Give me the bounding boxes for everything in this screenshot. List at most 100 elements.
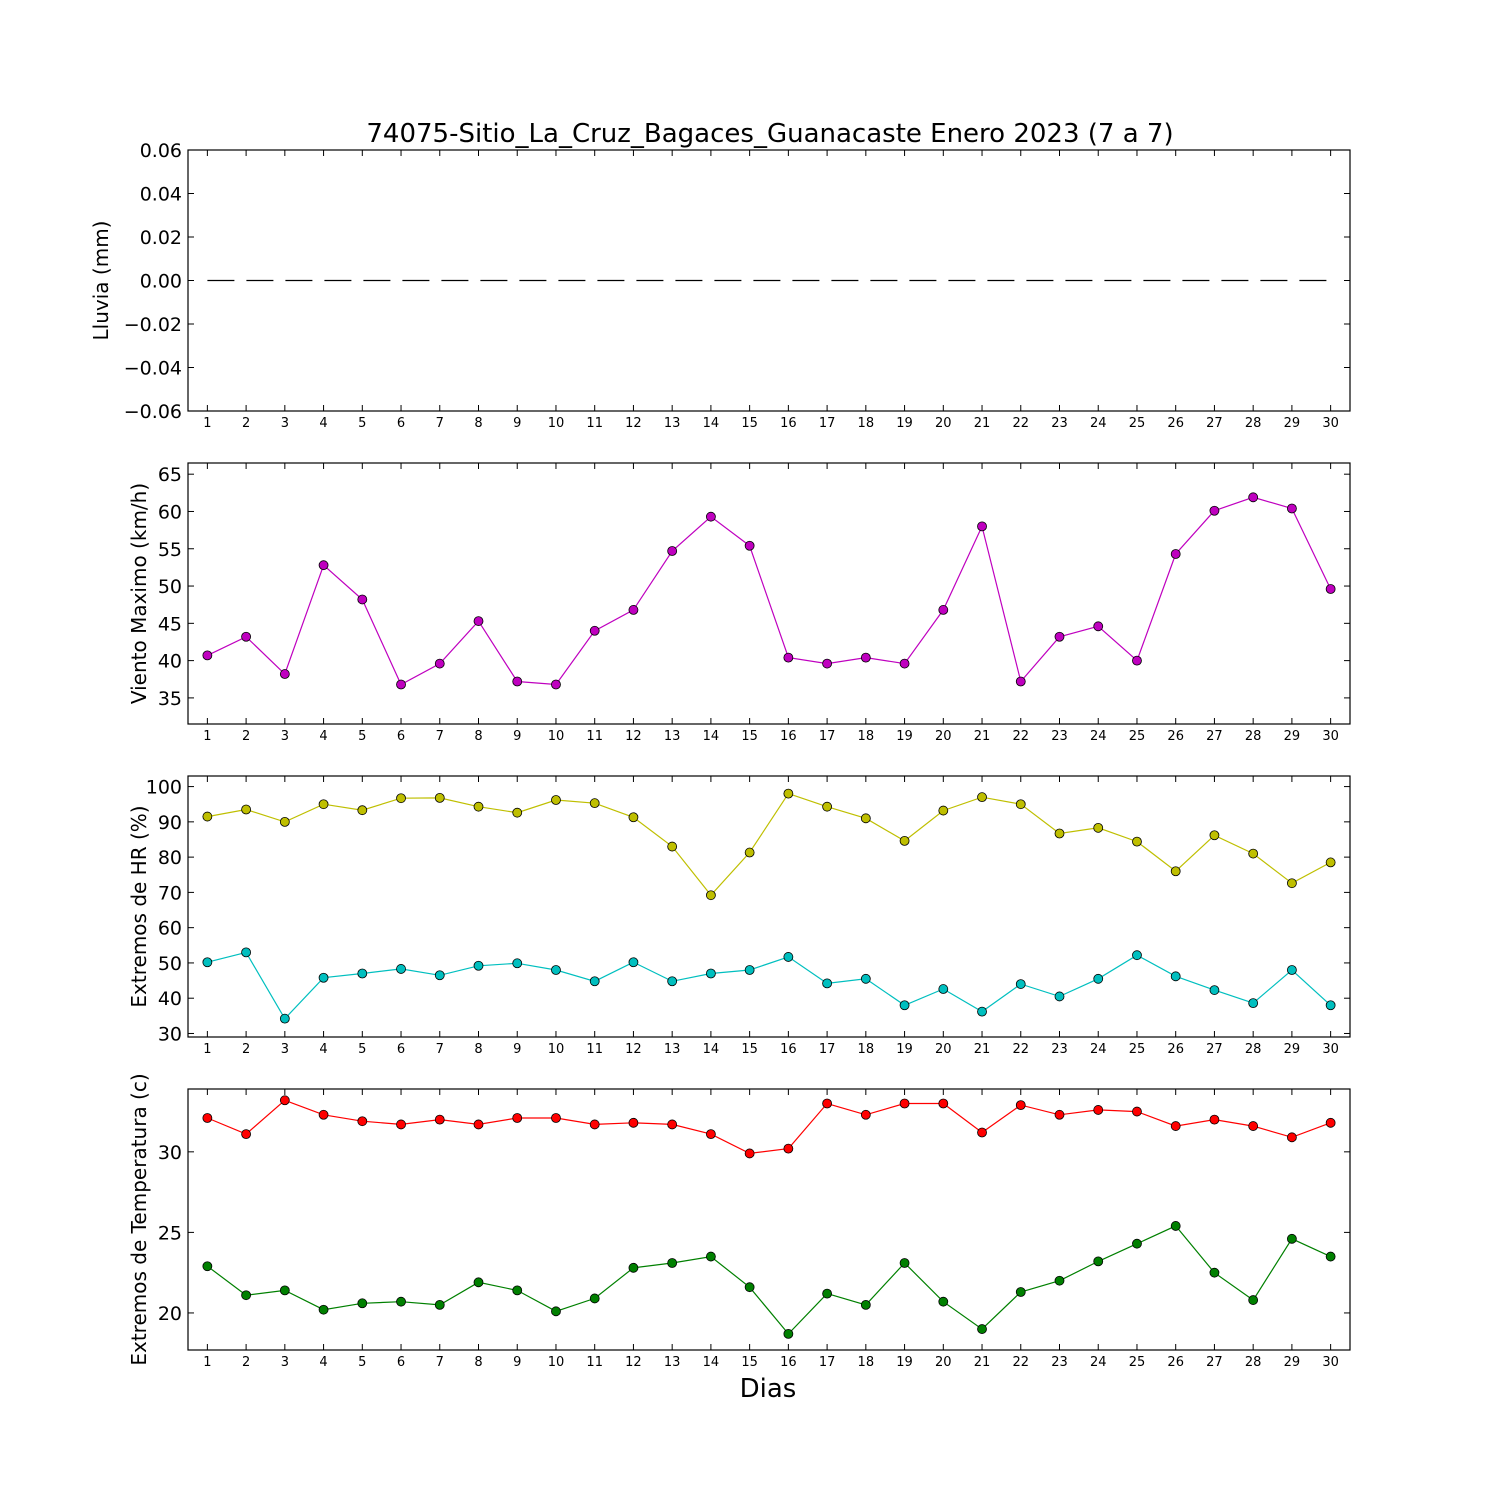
- x-tick-label: 1: [203, 729, 211, 744]
- data-point: [1093, 1256, 1104, 1267]
- data-point: [783, 652, 794, 663]
- x-tick-label: 9: [513, 1355, 521, 1370]
- y-axis-label: Lluvia (mm): [89, 221, 113, 341]
- x-tick-label: 19: [896, 1355, 913, 1370]
- data-point: [1287, 1233, 1297, 1244]
- x-tick-label: 7: [436, 416, 444, 431]
- x-tick-label: 25: [1129, 416, 1146, 431]
- data-point: [977, 1127, 987, 1138]
- x-tick-label: 10: [548, 729, 565, 744]
- data-point: [706, 890, 716, 901]
- x-tick-label: 6: [397, 416, 405, 431]
- y-axis-label: Extremos de Temperatura (c): [127, 1073, 151, 1365]
- y-tick-label: 0.04: [140, 184, 182, 206]
- x-tick-label: 10: [548, 416, 565, 431]
- data-point: [357, 1298, 368, 1309]
- data-point: [1325, 1117, 1336, 1128]
- x-tick-label: 18: [858, 416, 875, 431]
- data-point: [1248, 492, 1259, 503]
- data-point: [318, 799, 329, 810]
- data-point: [396, 964, 406, 974]
- data-point: [1132, 836, 1142, 847]
- x-tick-label: 2: [242, 1355, 250, 1370]
- data-point: [667, 1258, 678, 1268]
- data-point: [551, 1306, 561, 1317]
- data-point: [1209, 830, 1220, 841]
- data-point: [473, 616, 484, 626]
- data-point: [1054, 991, 1065, 1002]
- x-tick-label: 22: [1012, 1042, 1029, 1057]
- data-point: [434, 1299, 445, 1310]
- data-point: [977, 792, 987, 803]
- x-tick-label: 28: [1245, 416, 1262, 431]
- x-tick-label: 20: [935, 1355, 952, 1370]
- x-tick-label: 17: [819, 1355, 836, 1370]
- data-point: [589, 1293, 600, 1304]
- x-tick-label: 16: [780, 1042, 797, 1057]
- data-point: [1054, 631, 1065, 642]
- x-tick-label: 4: [319, 1042, 327, 1057]
- x-tick-label: 28: [1245, 729, 1262, 744]
- data-point: [1054, 1109, 1065, 1120]
- x-tick-label: 25: [1129, 1042, 1146, 1057]
- data-point: [783, 1328, 794, 1339]
- data-point: [202, 1261, 213, 1272]
- y-tick-label: −0.06: [124, 401, 182, 423]
- data-point: [1170, 866, 1181, 877]
- data-point: [667, 976, 678, 987]
- y-tick-label: 20: [158, 1303, 182, 1325]
- data-point: [1170, 1121, 1181, 1131]
- data-point: [783, 1143, 794, 1154]
- y-tick-label: 45: [158, 613, 182, 635]
- x-tick-label: 21: [974, 416, 991, 431]
- data-point: [1015, 979, 1026, 989]
- data-point: [279, 669, 290, 679]
- data-point: [279, 816, 290, 827]
- x-tick-label: 18: [858, 1042, 875, 1057]
- x-tick-label: 6: [397, 1355, 405, 1370]
- x-tick-label: 26: [1167, 1042, 1184, 1057]
- x-tick-label: 24: [1090, 1355, 1107, 1370]
- data-point: [938, 1098, 949, 1109]
- data-point: [783, 952, 794, 962]
- data-point: [822, 801, 832, 812]
- data-point: [434, 792, 445, 803]
- x-tick-label: 23: [1051, 416, 1068, 431]
- data-point: [1325, 1000, 1336, 1011]
- data-point: [551, 1113, 561, 1123]
- x-tick-label: 3: [281, 416, 289, 431]
- data-point: [202, 650, 213, 661]
- data-point: [822, 1098, 832, 1109]
- x-tick-label: 11: [586, 1355, 603, 1370]
- data-point: [1093, 973, 1104, 984]
- x-tick-label: 27: [1206, 416, 1223, 431]
- data-point: [1248, 848, 1259, 859]
- x-tick-label: 25: [1129, 1355, 1146, 1370]
- chart-panels: 0.060.040.020.00−0.02−0.04−0.061 2 3 4 5 6 7 8 9…: [89, 140, 1351, 1370]
- data-point: [1325, 857, 1336, 868]
- x-tick-label: 18: [858, 1355, 875, 1370]
- data-point: [899, 1000, 910, 1011]
- x-tick-label: 17: [819, 1042, 836, 1057]
- y-tick-label: 90: [158, 812, 182, 834]
- x-tick-label: 27: [1206, 729, 1223, 744]
- x-tick-label: 23: [1051, 729, 1068, 744]
- y-tick-label: 80: [158, 847, 182, 869]
- series-line-2: [207, 951, 1332, 1020]
- data-point: [279, 1095, 290, 1106]
- x-tick-label: 2: [242, 416, 250, 431]
- data-point: [744, 847, 755, 858]
- data-point: [938, 605, 949, 615]
- data-point: [279, 1013, 290, 1024]
- x-tick-label: 29: [1284, 729, 1301, 744]
- x-tick-label: 14: [703, 416, 720, 431]
- data-point: [434, 658, 445, 669]
- data-point: [1054, 1275, 1065, 1286]
- data-point: [744, 540, 755, 551]
- data-point: [667, 841, 678, 852]
- plot-frame: [187, 1088, 1351, 1351]
- data-point: [279, 1285, 290, 1296]
- x-tick-label: 23: [1051, 1042, 1068, 1057]
- data-point: [318, 972, 329, 983]
- data-point: [1248, 1121, 1259, 1131]
